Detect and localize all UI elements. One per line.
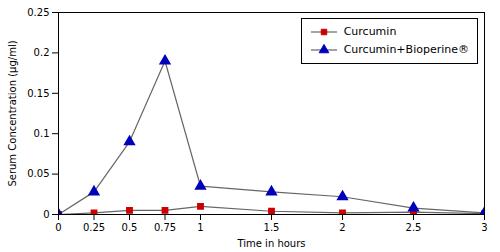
svg-text:0.05: 0.05 [27, 168, 49, 179]
svg-text:0: 0 [43, 209, 49, 220]
svg-text:2.5: 2.5 [406, 222, 422, 233]
svg-text:2: 2 [339, 222, 345, 233]
svg-text:1.5: 1.5 [264, 222, 280, 233]
svg-text:0.75: 0.75 [154, 222, 176, 233]
svg-text:3: 3 [481, 222, 487, 233]
svg-text:0.25: 0.25 [27, 7, 49, 18]
svg-text:Serum Concentration (μg/ml): Serum Concentration (μg/ml) [7, 40, 18, 186]
svg-text:0: 0 [55, 222, 61, 233]
svg-text:0.15: 0.15 [27, 88, 49, 99]
svg-text:0.25: 0.25 [83, 222, 105, 233]
html-text:Curcumin+Bioperine®: Curcumin+Bioperine® [343, 43, 469, 56]
html-text:Curcumin: Curcumin [343, 25, 397, 38]
svg-text:0.2: 0.2 [34, 47, 50, 58]
svg-text:1: 1 [197, 222, 203, 233]
svg-text:Time in hours: Time in hours [236, 238, 305, 249]
svg-text:0.5: 0.5 [122, 222, 138, 233]
svg-text:0.1: 0.1 [34, 128, 50, 139]
